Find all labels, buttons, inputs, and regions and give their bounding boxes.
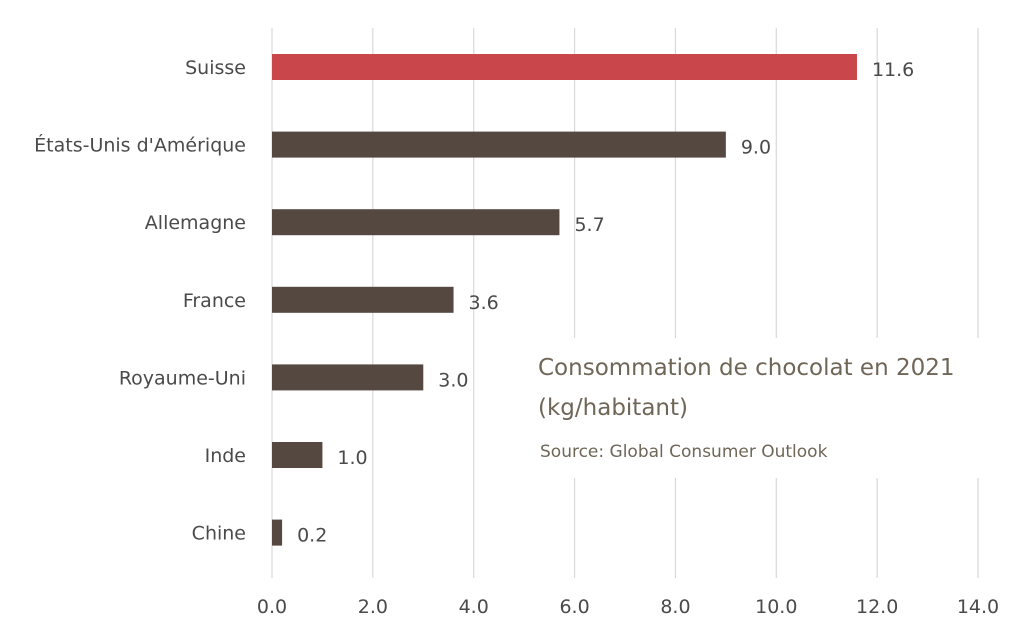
bar [272,209,560,236]
bar [272,54,857,80]
x-tick-label: 2.0 [358,596,388,618]
value-label: 5.7 [574,214,604,236]
category-label: Chine [192,523,246,545]
category-label: Suisse [185,57,246,79]
chart-subtitle: (kg/habitant) [538,395,688,421]
x-tick-label: 12.0 [856,596,898,618]
value-label: 11.6 [872,59,914,81]
category-labels: Suisse États-Unis d'Amérique Allemagne Fran… [34,57,246,545]
bar [272,286,454,313]
value-label: 9.0 [741,137,771,159]
category-label: Royaume-Uni [119,367,246,389]
x-tick-label: 4.0 [459,596,489,618]
bar [272,519,283,546]
bar [272,364,424,391]
category-label: France [183,290,246,312]
x-tick-label: 8.0 [660,596,690,618]
value-label: 0.2 [297,525,327,547]
value-label: 1.0 [337,447,367,469]
x-tick-label: 0.0 [257,596,287,618]
bar [272,442,323,468]
chart-source: Source: Global Consumer Outlook [540,442,828,462]
x-tick-label: 6.0 [559,596,589,618]
category-label: Inde [205,445,246,467]
category-label: Allemagne [145,212,246,234]
x-tick-label: 10.0 [755,596,797,618]
x-tick-label: 14.0 [957,596,999,618]
title-background [532,338,992,478]
bars [272,54,857,546]
value-label: 3.6 [469,292,499,314]
grid-lines [271,28,979,578]
bar [272,131,726,158]
category-label: États-Unis d'Amérique [34,134,246,157]
chart-title: Consommation de chocolat en 2021 [538,355,955,381]
value-label: 3.0 [438,369,468,391]
value-labels: 11.6 9.0 5.7 3.6 3.0 1.0 0.2 [297,59,914,547]
x-tick-labels: 0.0 2.0 4.0 6.0 8.0 10.0 12.0 14.0 [257,596,999,618]
